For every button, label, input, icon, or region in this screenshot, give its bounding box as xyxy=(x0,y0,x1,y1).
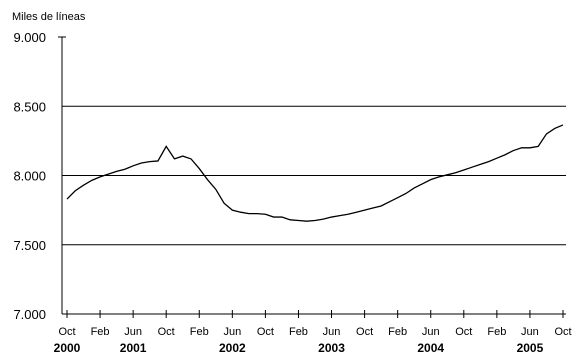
y-tick-label: 8.000 xyxy=(13,169,46,184)
year-label: 2003 xyxy=(318,341,345,355)
x-tick-label: Feb xyxy=(487,326,506,338)
x-tick-label: Oct xyxy=(455,326,472,338)
year-label: 2005 xyxy=(517,341,544,355)
y-tick-label: 7.500 xyxy=(13,238,46,253)
x-tick-label: Oct xyxy=(158,326,175,338)
x-tick-label: Oct xyxy=(554,326,571,338)
x-tick-label: Feb xyxy=(388,326,407,338)
y-axis-label: Miles de líneas xyxy=(12,11,86,23)
x-tick-label: Feb xyxy=(190,326,209,338)
x-tick-label: Feb xyxy=(289,326,308,338)
y-tick-label: 7.000 xyxy=(13,307,46,322)
year-label: 2000 xyxy=(54,341,81,355)
x-tick-label: Jun xyxy=(124,326,142,338)
y-tick-label: 9.000 xyxy=(13,30,46,45)
year-label: 2004 xyxy=(417,341,444,355)
x-tick-label: Jun xyxy=(422,326,440,338)
series-line xyxy=(66,124,564,222)
x-axis-ticks: Oct Feb Jun Oct Feb Jun Oct Feb Jun Oct Feb Jun Oct F… xyxy=(58,310,572,338)
year-label: 2002 xyxy=(219,341,246,355)
x-tick-label: Feb xyxy=(91,326,110,338)
grid-lines xyxy=(58,36,566,246)
x-tick-label: Oct xyxy=(58,326,75,338)
x-tick-label: Jun xyxy=(223,326,241,338)
x-tick-label: Jun xyxy=(521,326,539,338)
year-labels: 2000 2001 2002 2003 2004 2005 xyxy=(54,341,544,355)
x-tick-label: Jun xyxy=(323,326,341,338)
y-axis-ticks: 7.000 7.500 8.000 8.500 9.000 xyxy=(13,30,46,322)
x-tick-label: Oct xyxy=(356,326,373,338)
x-tick-label: Oct xyxy=(257,326,274,338)
y-tick-label: 8.500 xyxy=(13,99,46,114)
year-label: 2001 xyxy=(120,341,147,355)
